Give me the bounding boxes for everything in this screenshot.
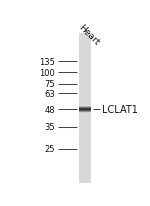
Text: 135: 135	[39, 57, 55, 67]
Bar	[79, 105, 91, 106]
Bar	[79, 108, 91, 109]
Text: 35: 35	[44, 123, 55, 131]
Bar	[79, 107, 91, 108]
Bar	[79, 111, 91, 112]
Bar	[79, 106, 91, 107]
Text: Heart: Heart	[77, 23, 101, 47]
Bar	[79, 109, 91, 110]
Bar	[79, 112, 91, 113]
Text: LCLAT1: LCLAT1	[102, 105, 138, 115]
Bar	[79, 110, 91, 111]
Text: 48: 48	[44, 105, 55, 114]
Text: 100: 100	[39, 69, 55, 78]
Text: 75: 75	[44, 80, 55, 89]
Text: 25: 25	[44, 145, 55, 154]
Text: 63: 63	[44, 89, 55, 98]
Bar	[79, 34, 91, 183]
Bar	[79, 113, 91, 114]
